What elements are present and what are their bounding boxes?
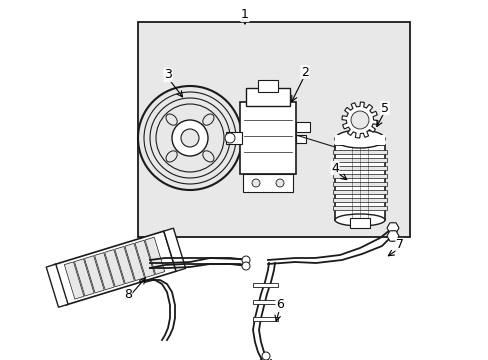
Bar <box>104 249 124 287</box>
Text: 5: 5 <box>380 102 388 114</box>
Text: 7: 7 <box>395 238 403 252</box>
Bar <box>258 80 278 92</box>
Text: 8: 8 <box>124 288 132 302</box>
Circle shape <box>172 120 207 156</box>
Bar <box>332 158 386 162</box>
Ellipse shape <box>334 214 384 226</box>
Bar <box>295 122 309 132</box>
Text: 6: 6 <box>276 298 284 311</box>
Polygon shape <box>386 223 398 233</box>
Bar <box>252 283 278 287</box>
Ellipse shape <box>166 114 177 125</box>
Circle shape <box>387 231 397 241</box>
Bar <box>84 256 104 293</box>
Bar <box>94 253 114 290</box>
Text: 4: 4 <box>330 162 338 175</box>
Bar <box>74 259 94 296</box>
Bar <box>332 182 386 186</box>
Bar <box>240 102 295 174</box>
Text: 1: 1 <box>241 9 248 22</box>
Text: 3: 3 <box>164 68 172 81</box>
Bar <box>252 317 278 321</box>
Bar <box>135 240 154 278</box>
Bar <box>46 264 68 307</box>
Circle shape <box>262 352 269 360</box>
Bar <box>334 135 384 145</box>
Circle shape <box>181 129 199 147</box>
Circle shape <box>251 179 260 187</box>
Bar <box>115 247 134 284</box>
Circle shape <box>350 111 368 129</box>
Bar <box>225 132 242 144</box>
Ellipse shape <box>203 151 214 162</box>
Circle shape <box>224 133 235 143</box>
Bar <box>64 262 84 299</box>
Bar <box>245 88 289 106</box>
Circle shape <box>242 262 249 270</box>
Bar <box>252 300 278 304</box>
Bar <box>54 231 176 305</box>
Bar <box>332 198 386 202</box>
Bar <box>332 150 386 154</box>
Bar <box>138 22 409 237</box>
Bar <box>124 243 144 280</box>
Ellipse shape <box>166 151 177 162</box>
Bar <box>334 145 384 220</box>
Bar <box>332 174 386 178</box>
Bar <box>349 218 369 228</box>
Bar <box>332 190 386 194</box>
Bar <box>145 237 164 274</box>
Circle shape <box>275 179 284 187</box>
Bar <box>295 135 305 143</box>
Polygon shape <box>386 231 398 241</box>
Text: 2: 2 <box>301 66 308 78</box>
Polygon shape <box>341 102 377 138</box>
Circle shape <box>242 256 249 264</box>
Bar <box>163 228 185 271</box>
Ellipse shape <box>334 130 384 148</box>
Bar <box>243 174 292 192</box>
Ellipse shape <box>203 114 214 125</box>
Circle shape <box>387 223 397 233</box>
Bar <box>332 206 386 210</box>
Bar <box>332 166 386 170</box>
